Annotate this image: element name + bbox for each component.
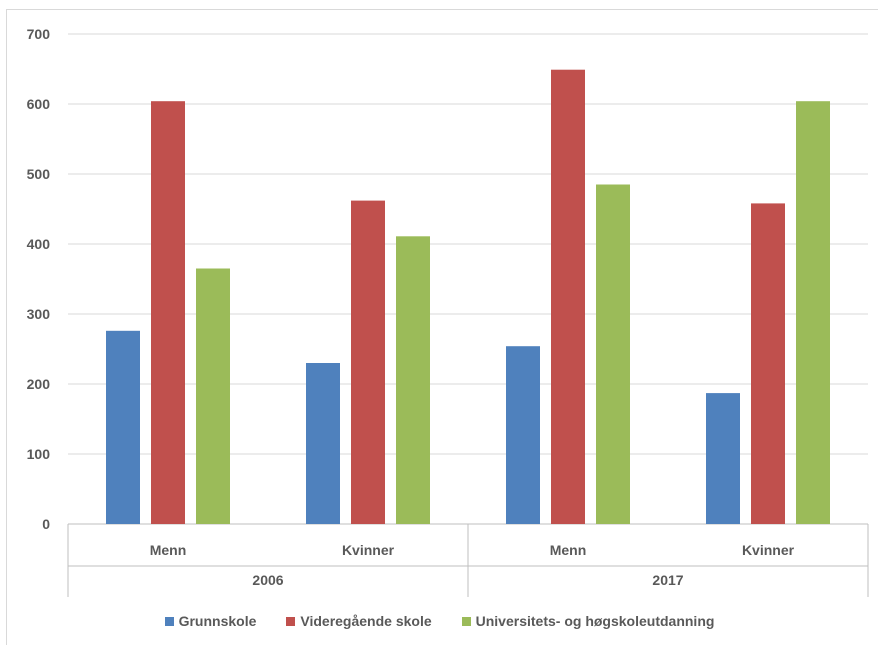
bar: [796, 101, 830, 524]
x-tick-label: Kvinner: [342, 542, 395, 558]
bar: [706, 393, 740, 524]
legend-label: Universitets- og høgskoleutdanning: [475, 613, 715, 629]
bar: [596, 184, 630, 524]
y-tick-label: 600: [27, 96, 51, 112]
legend-item: Grunnskole: [164, 613, 257, 629]
bar: [551, 69, 585, 524]
legend-item: Videregående skole: [286, 613, 432, 629]
legend-label: Grunnskole: [178, 613, 257, 629]
legend-label: Videregående skole: [300, 613, 432, 629]
y-tick-label: 500: [27, 166, 51, 182]
y-tick-label: 200: [27, 376, 51, 392]
bar: [351, 200, 385, 524]
bar: [106, 330, 140, 524]
y-tick-label: 400: [27, 236, 51, 252]
bar: [306, 363, 340, 524]
x-axis: Menn Kvinner Menn Kvinner 2006 2017: [67, 524, 869, 597]
legend-item: Universitets- og høgskoleutdanning: [461, 613, 715, 629]
chart-frame: [6, 9, 878, 645]
x-tick-label: Menn: [150, 542, 187, 558]
legend-swatch: [286, 616, 296, 626]
x-group-label: 2017: [652, 572, 683, 588]
y-tick-label: 300: [27, 306, 51, 322]
bar: [751, 203, 785, 524]
bar: [151, 101, 185, 524]
legend-swatch: [164, 616, 174, 626]
legend: Grunnskole Videregående skole Universitets…: [0, 613, 879, 629]
y-tick-label: 700: [27, 26, 51, 42]
gridlines: [68, 33, 868, 525]
x-tick-label: Kvinner: [742, 542, 795, 558]
bar: [396, 236, 430, 525]
bar: [196, 268, 230, 524]
bars: [106, 69, 830, 525]
x-group-label: 2006: [252, 572, 283, 588]
y-axis-ticks: 0 100 200 300 400 500 600 700: [27, 26, 51, 532]
bar: [506, 346, 540, 524]
x-tick-label: Menn: [550, 542, 587, 558]
y-tick-label: 0: [42, 516, 50, 532]
y-tick-label: 100: [27, 446, 51, 462]
legend-swatch: [461, 616, 471, 626]
